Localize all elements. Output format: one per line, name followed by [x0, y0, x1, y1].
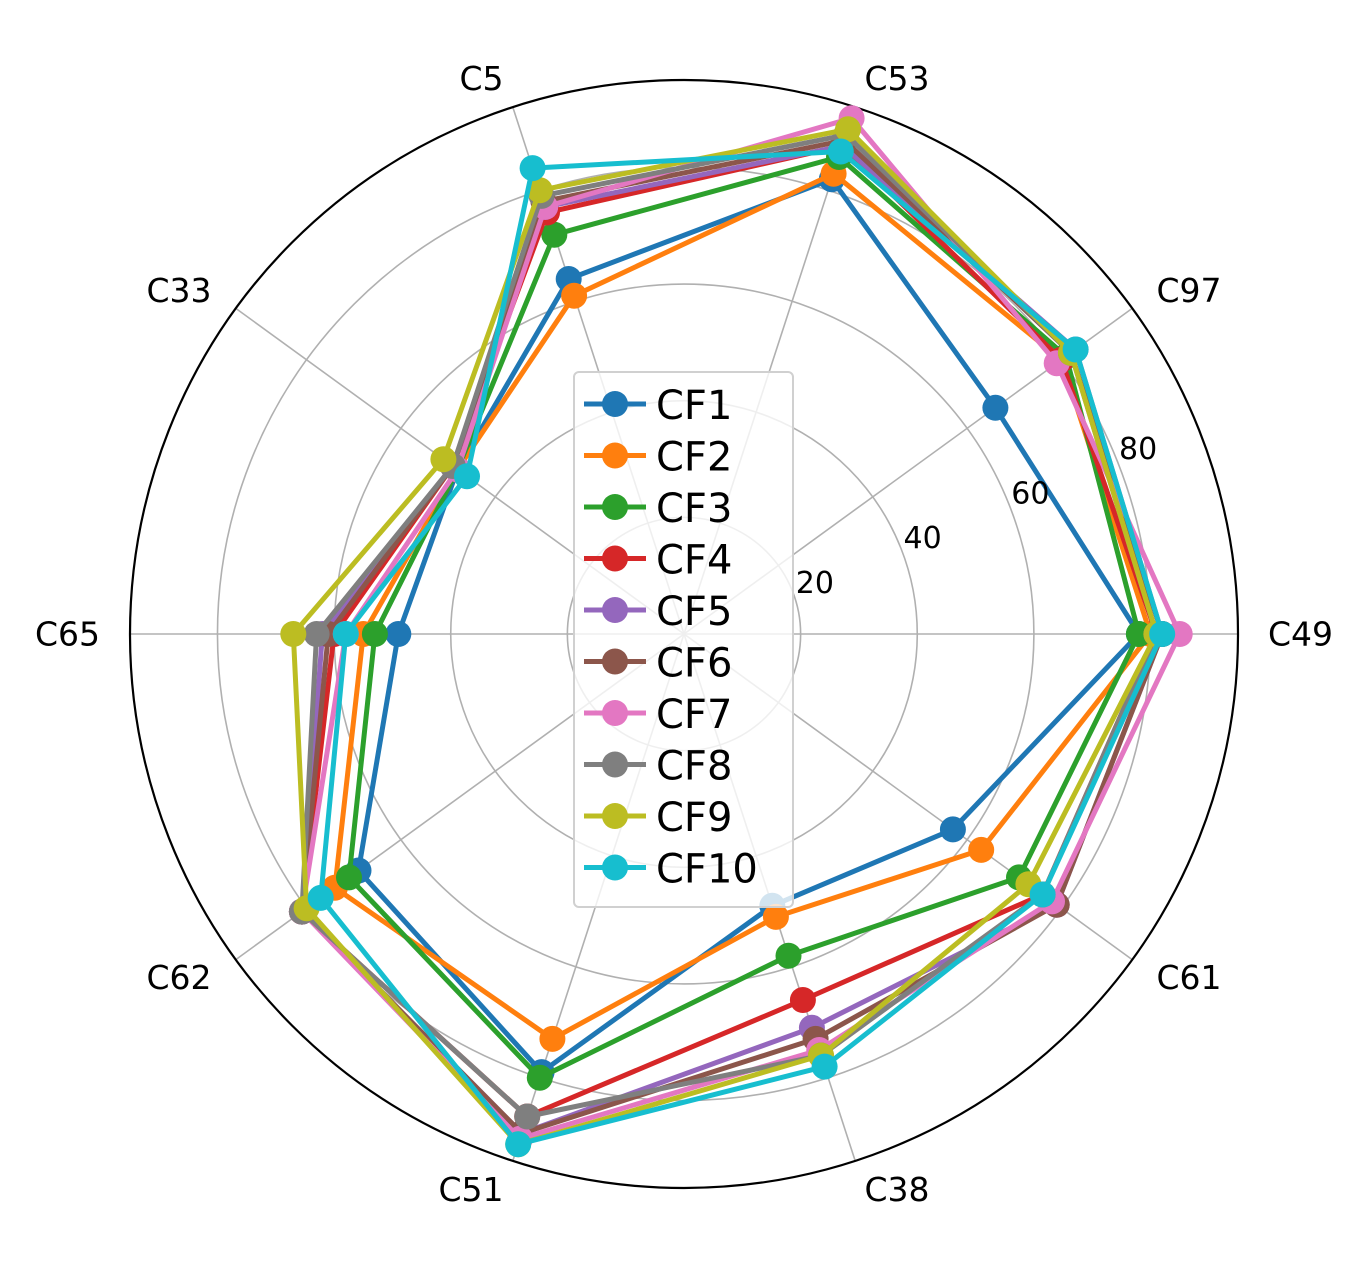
category-label-C5: C5 — [459, 59, 503, 98]
legend-entry-CF3: CF3 — [584, 486, 732, 532]
point-CF10-C49 — [1149, 621, 1176, 647]
point-CF9-C53 — [835, 116, 861, 143]
legend-swatch-marker — [602, 442, 628, 469]
category-label-C51: C51 — [438, 1170, 503, 1209]
point-CF2-C5 — [561, 282, 588, 309]
point-CF10-C53 — [827, 138, 854, 165]
legend-label: CF5 — [656, 589, 732, 635]
series-layer — [280, 105, 1193, 1158]
legend-label: CF10 — [656, 847, 758, 893]
legend-entry-CF4: CF4 — [584, 538, 732, 584]
point-CF3-C62 — [336, 864, 362, 891]
point-CF3-C5 — [541, 221, 568, 248]
point-CF2-C38 — [762, 903, 789, 930]
category-label-C65: C65 — [35, 615, 100, 654]
point-CF4-C38 — [789, 987, 816, 1013]
legend-swatch-marker — [602, 648, 628, 675]
radial-tick-label-20: 20 — [796, 566, 834, 601]
point-CF1-C65 — [385, 621, 412, 647]
legend-label: CF4 — [656, 538, 732, 584]
point-CF3-C65 — [361, 621, 388, 647]
legend-label: CF8 — [656, 744, 732, 790]
point-CF1-C97 — [982, 394, 1009, 421]
legend-entry-CF10: CF10 — [584, 847, 758, 893]
point-CF9-C65 — [280, 621, 307, 647]
radial-tick-label-40: 40 — [904, 521, 942, 556]
legend-entry-CF2: CF2 — [584, 435, 732, 481]
legend-entry-CF5: CF5 — [584, 589, 732, 635]
legend-label: CF7 — [656, 692, 732, 738]
point-CF3-C38 — [775, 942, 802, 969]
legend-swatch-marker — [602, 391, 628, 417]
category-label-C49: C49 — [1268, 615, 1333, 654]
radial-tick-label-60: 60 — [1011, 477, 1049, 512]
legend-swatch-marker — [602, 597, 628, 623]
point-CF3-C51 — [526, 1064, 553, 1091]
legend-swatch-marker — [602, 700, 628, 726]
legend-swatch-marker — [602, 545, 628, 572]
point-CF2-C51 — [539, 1025, 566, 1052]
category-label-C33: C33 — [146, 271, 211, 310]
legend-swatch-marker — [602, 803, 628, 829]
category-label-C62: C62 — [146, 958, 211, 997]
legend-label: CF6 — [656, 641, 732, 687]
point-CF2-C61 — [968, 836, 995, 863]
radial-tick-label-80: 80 — [1119, 432, 1157, 467]
point-CF10-C33 — [454, 463, 480, 490]
legend-swatch-marker — [602, 494, 628, 520]
point-CF10-C38 — [811, 1053, 838, 1080]
point-CF8-C65 — [303, 621, 330, 647]
point-CF9-C5 — [526, 177, 553, 204]
legend-entry-CF1: CF1 — [584, 383, 732, 429]
category-label-C61: C61 — [1157, 958, 1222, 997]
legend: CF1 CF2 CF3 CF4 CF5 CF6 CF7 CF8 CF9 CF10 — [573, 371, 794, 908]
legend-entry-CF6: CF6 — [584, 641, 732, 687]
point-CF10-C62 — [307, 884, 334, 911]
outer-ring — [128, 78, 1240, 1190]
legend-entry-CF7: CF7 — [584, 692, 732, 738]
series-CF10 — [307, 138, 1176, 1158]
point-CF10-C5 — [519, 155, 546, 182]
label-layer: C49 C97 C53 C5 C33 C65 C62 C51 C38 C61 20 40 60 80 — [35, 59, 1333, 1209]
legend-label: CF9 — [656, 795, 732, 841]
category-label-C97: C97 — [1157, 271, 1222, 310]
point-CF9-C33 — [430, 446, 457, 473]
category-label-C38: C38 — [865, 1170, 930, 1209]
point-CF10-C97 — [1062, 336, 1089, 363]
point-CF10-C51 — [505, 1131, 532, 1158]
legend-label: CF2 — [656, 435, 732, 481]
legend-entry-CF8: CF8 — [584, 744, 732, 790]
point-CF10-C61 — [1029, 881, 1056, 908]
legend-label: CF1 — [656, 383, 732, 429]
point-CF1-C61 — [939, 816, 966, 843]
point-CF8-C51 — [514, 1103, 541, 1130]
legend-entry-CF9: CF9 — [584, 795, 732, 841]
category-label-C53: C53 — [865, 59, 930, 98]
legend-swatch-marker — [602, 854, 628, 881]
point-CF10-C65 — [332, 621, 359, 647]
legend-label: CF3 — [656, 486, 732, 532]
legend-swatch-marker — [602, 751, 628, 778]
